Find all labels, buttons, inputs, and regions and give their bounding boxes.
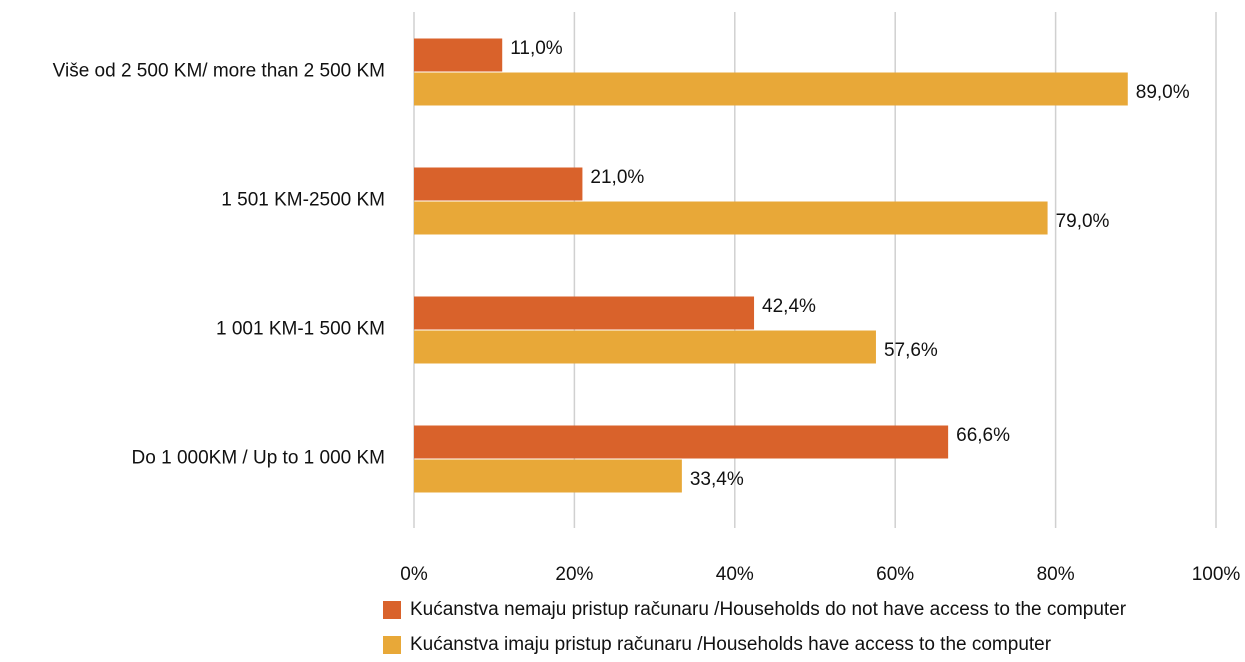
bar [414, 296, 755, 330]
bar [414, 425, 949, 459]
bar [414, 459, 682, 493]
legend-label: Kućanstva nemaju pristup računaru /House… [410, 599, 1127, 620]
bar [414, 72, 1128, 106]
data-label: 57,6% [884, 340, 938, 361]
y-tick-label: 1 501 KM-2500 KM [221, 190, 385, 211]
data-label: 11,0% [510, 38, 563, 59]
x-tick-label: 80% [1037, 564, 1075, 585]
y-tick-label: 1 001 KM-1 500 KM [216, 319, 385, 340]
legend-label: Kućanstva imaju pristup računaru /Househ… [410, 634, 1052, 655]
x-tick-label: 20% [555, 564, 593, 585]
y-tick-label: Do 1 000KM / Up to 1 000 KM [132, 448, 385, 469]
bar [414, 330, 876, 364]
data-label: 21,0% [590, 167, 644, 188]
x-tick-label: 0% [400, 564, 428, 585]
legend-swatch [383, 636, 401, 654]
bar [414, 201, 1048, 235]
x-tick-label: 60% [876, 564, 914, 585]
data-label: 89,0% [1136, 82, 1190, 103]
data-label: 66,6% [956, 425, 1010, 446]
bar [414, 167, 583, 201]
x-tick-label: 40% [716, 564, 754, 585]
y-tick-label: Više od 2 500 KM/ more than 2 500 KM [53, 61, 385, 82]
data-label: 33,4% [690, 469, 744, 490]
data-label: 79,0% [1056, 211, 1110, 232]
legend-swatch [383, 601, 401, 619]
data-label: 42,4% [762, 296, 816, 317]
bar [414, 38, 503, 72]
x-tick-label: 100% [1192, 564, 1241, 585]
